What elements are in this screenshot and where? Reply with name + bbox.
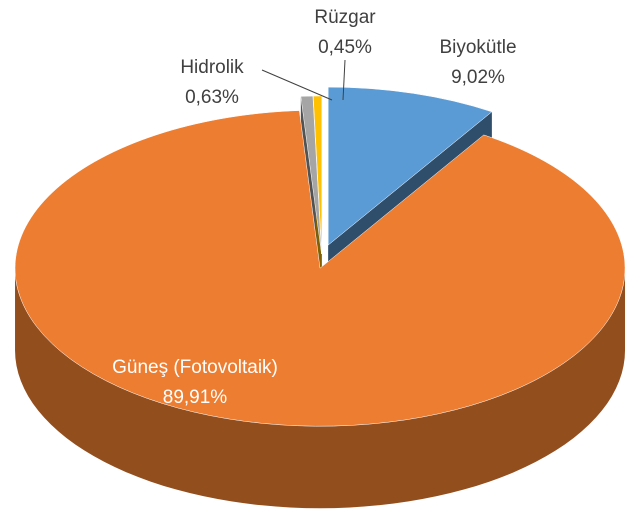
slice-tops xyxy=(14,86,626,427)
slice-value-label: 0,63% xyxy=(185,87,239,108)
pie-slice xyxy=(300,95,322,255)
leader-line xyxy=(261,69,333,101)
pie-slice xyxy=(327,86,493,246)
slice-outer-wall xyxy=(15,268,626,509)
data-labels: Biyokütle 9,02% Güneş (Fotovoltaik) 89,91% H… xyxy=(112,7,516,408)
pie-slice xyxy=(14,110,626,427)
slice-label: Biyokütle xyxy=(439,37,516,58)
slice-value-label: 9,02% xyxy=(451,67,505,88)
slice-label: Rüzgar xyxy=(314,7,376,28)
slice-value-label: 89,91% xyxy=(163,387,228,408)
slice-value-label: 0,45% xyxy=(318,37,372,58)
slice-label: Güneş (Fotovoltaik) xyxy=(112,357,278,378)
slice-label: Hidrolik xyxy=(180,57,244,78)
leader-line xyxy=(342,59,346,101)
